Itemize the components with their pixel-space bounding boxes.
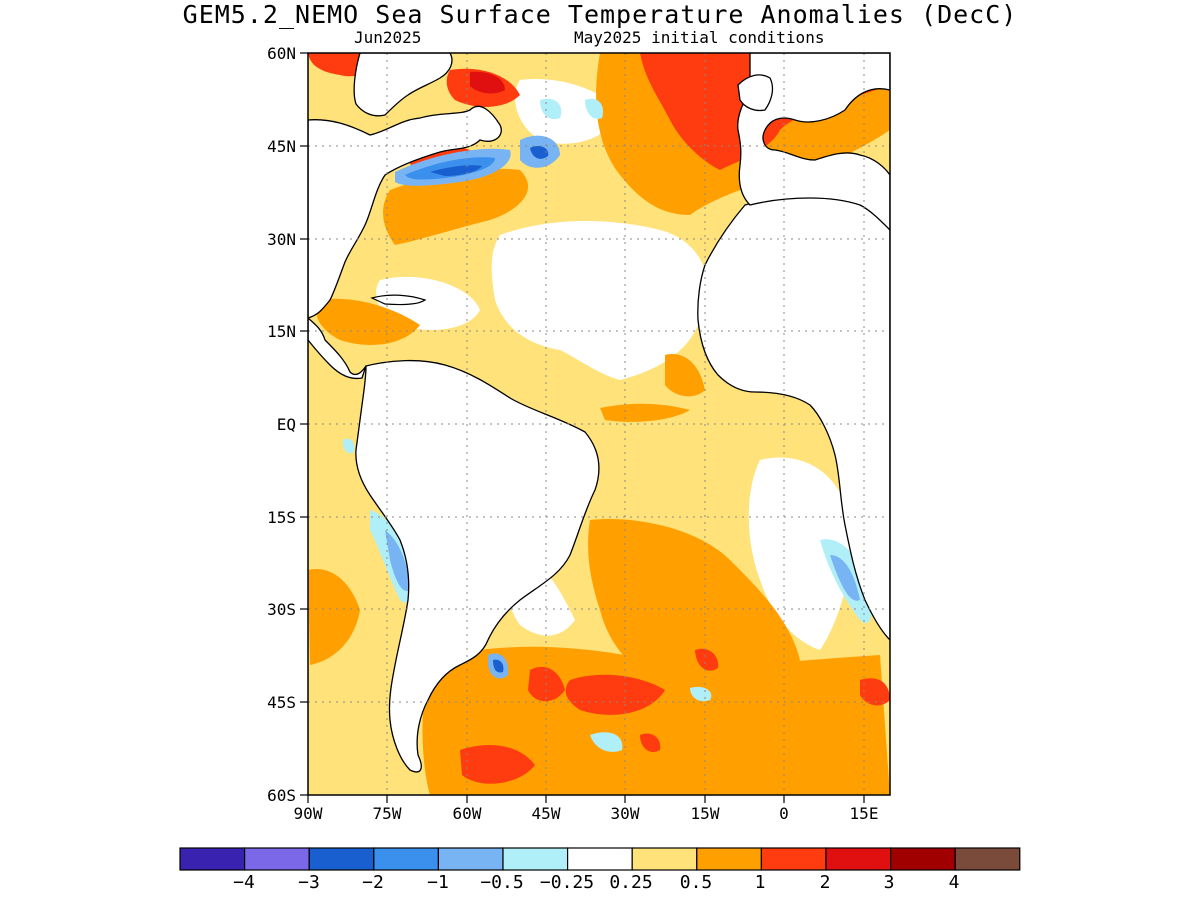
lat-label-45n: 45N: [267, 137, 296, 156]
colorbar-swatch: [502, 847, 569, 871]
hot-region-northwest: [308, 53, 371, 77]
hot-region-south-6: [640, 733, 661, 753]
map-field: [308, 53, 890, 795]
colorbar-label: 0.5: [679, 872, 713, 893]
cool-region-south-east: [690, 686, 712, 702]
colorbar-label: 2: [819, 872, 831, 893]
hot-region-south-3: [460, 745, 535, 784]
colorbar: [179, 847, 1021, 871]
colorbar-swatch: [566, 847, 633, 871]
land-south-america: [355, 359, 600, 773]
lat-label-60n: 60N: [267, 44, 296, 63]
lat-label-15s: 15S: [267, 508, 296, 527]
hot-region-south-4: [860, 678, 890, 706]
hot-region-south-5: [695, 648, 719, 671]
cool-region-eq: [342, 438, 355, 454]
colorbar-swatch: [825, 847, 892, 871]
colorbar-swatch: [179, 847, 246, 871]
warm-region-eq-band: [600, 403, 690, 422]
lat-label-eq: EQ: [276, 415, 296, 434]
colorbar-swatch: [373, 847, 439, 871]
colorbar-label: 0.25: [609, 872, 653, 893]
colorbar-swatch: [437, 847, 504, 871]
lon-label-0: 0: [779, 804, 789, 823]
cool-region-peru: [385, 530, 410, 591]
lat-label-60s: 60S: [267, 786, 296, 805]
land-europe: [737, 53, 890, 231]
colorbar-label: −4: [233, 872, 255, 893]
colorbar-swatch: [308, 847, 375, 871]
lat-label-15n: 15N: [267, 322, 296, 341]
land-north-america: [308, 105, 502, 319]
colorbar-swatch: [889, 847, 956, 871]
lon-label-60w: 60W: [452, 804, 482, 823]
neutral-patch-northeast: [515, 79, 620, 144]
hot-region-south-1: [565, 674, 665, 715]
warm-region-gulfstream: [383, 168, 529, 245]
land-uk: [737, 74, 774, 112]
cool-region-south: [590, 732, 623, 752]
colorbar-label: −0.5: [480, 872, 524, 893]
lat-label-30n: 30N: [267, 230, 296, 249]
map-title: GEM5.2_NEMO Sea Surface Temperature Anom…: [182, 0, 1018, 29]
colorbar-label: −1: [427, 872, 449, 893]
land-central-america: [308, 317, 367, 380]
warm-region-south-central: [588, 519, 800, 694]
forecast-month: Jun2025: [354, 28, 422, 47]
cold-region-newfoundland-core: [530, 145, 549, 159]
cold-region-gulfstream-core: [430, 165, 482, 176]
colorbar-swatch: [631, 847, 698, 871]
very-hot-north-coast: [470, 71, 505, 94]
lon-label-15e: 15E: [849, 804, 879, 823]
warm-region-east-tropics: [665, 354, 705, 397]
colorbar-swatch: [244, 847, 310, 871]
colorbar-label: −2: [362, 872, 384, 893]
cold-region-falklands-core: [493, 659, 504, 673]
cool-region-benguela: [830, 555, 860, 601]
colorbar-label: 3: [883, 872, 895, 893]
lon-label-15w: 15W: [690, 804, 720, 823]
warm-region-caribbean: [316, 298, 420, 345]
warm-region-southwest-coast: [308, 569, 360, 665]
colorbar-swatch: [760, 847, 827, 871]
initial-conditions: May2025 initial conditions: [574, 28, 825, 47]
land-greenland-labrador: [353, 53, 453, 117]
colorbar-label: 4: [948, 872, 960, 893]
lat-label-30s: 30S: [267, 600, 296, 619]
lon-label-90w: 90W: [293, 804, 323, 823]
colorbar-label: 1: [754, 872, 766, 893]
cool-region-north-2: [585, 98, 604, 119]
colorbar-label: −3: [298, 872, 320, 893]
lon-label-30w: 30W: [610, 804, 640, 823]
land-cuba: [370, 294, 427, 306]
cool-region-north: [540, 98, 562, 120]
lon-label-45w: 45W: [531, 804, 561, 823]
colorbar-swatch: [696, 847, 762, 871]
neutral-patch-south-east: [748, 457, 851, 650]
axis-ticks: [300, 52, 865, 803]
colorbar-swatch: [954, 847, 1021, 871]
lon-label-75w: 75W: [372, 804, 402, 823]
map-grid: [308, 53, 890, 795]
lat-label-45s: 45S: [267, 693, 296, 712]
colorbar-label: −0.25: [539, 872, 595, 893]
